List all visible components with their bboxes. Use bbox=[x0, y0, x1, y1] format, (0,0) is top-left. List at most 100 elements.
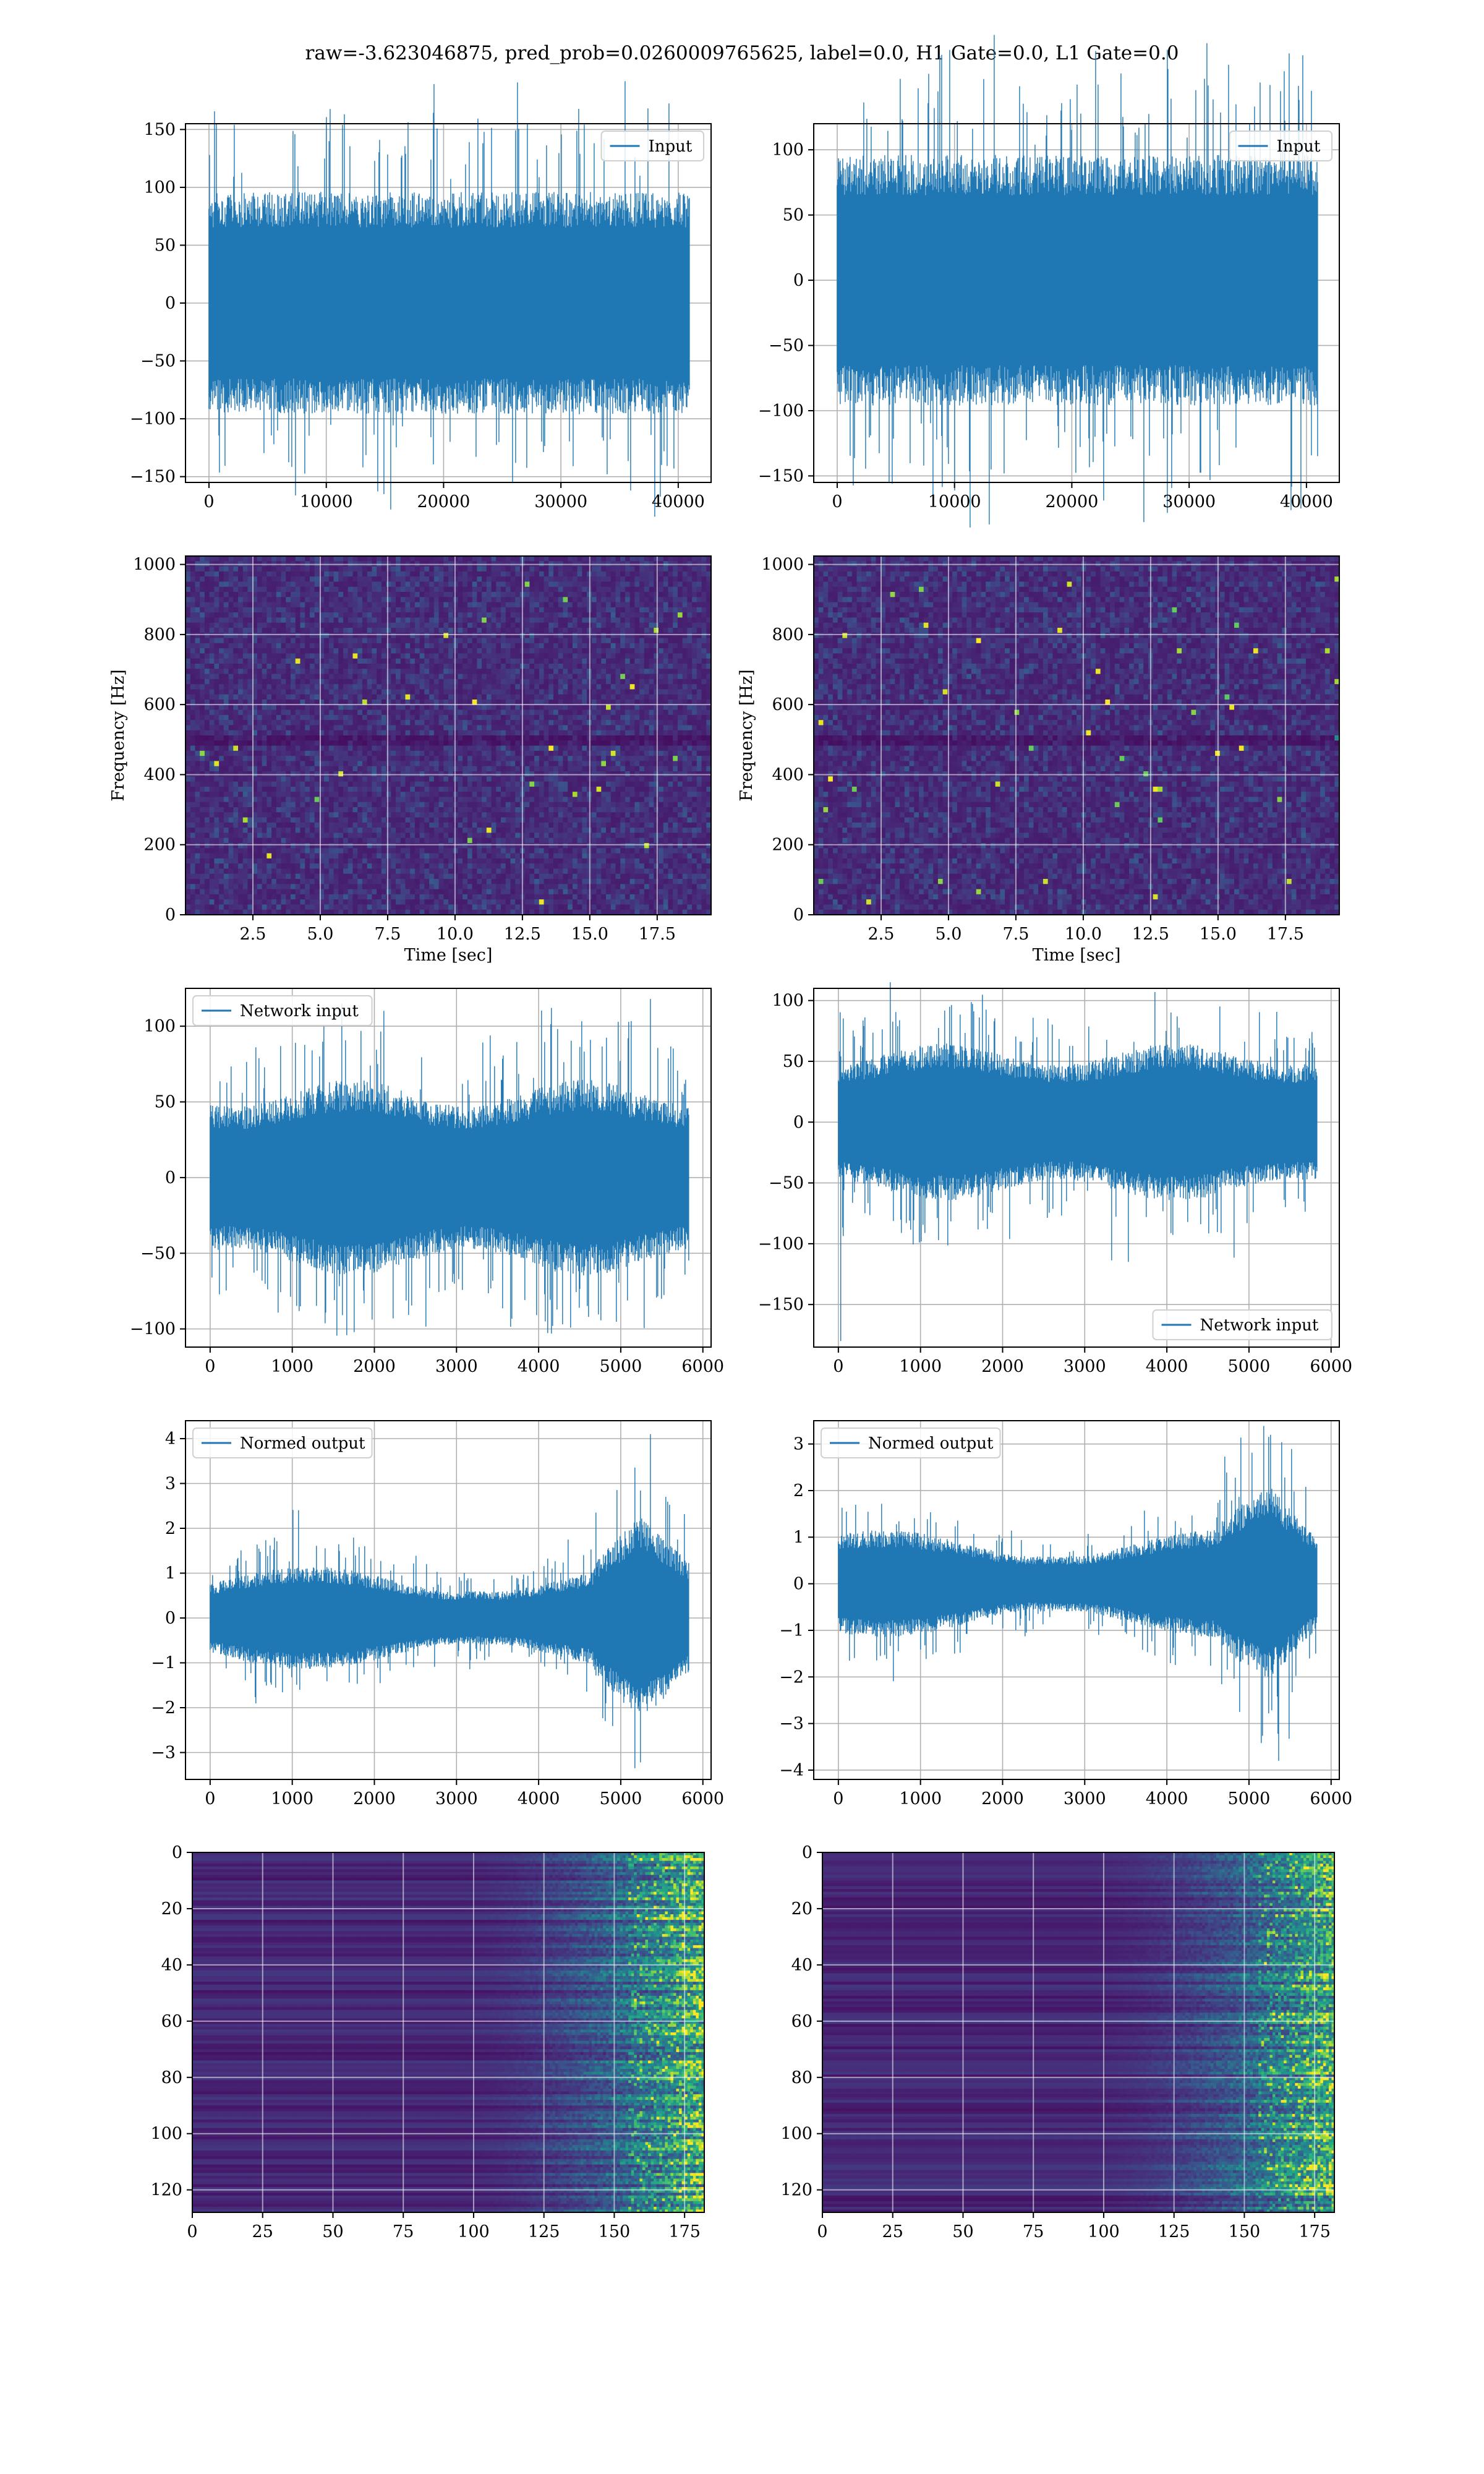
heat-cell bbox=[611, 592, 616, 597]
heat-cell bbox=[663, 556, 668, 562]
heat-cell bbox=[568, 576, 573, 582]
heat-cell bbox=[563, 581, 568, 587]
heat-cell bbox=[578, 576, 582, 582]
heat-cell bbox=[487, 571, 492, 577]
heat-cell bbox=[611, 587, 616, 593]
heat-cell bbox=[396, 581, 401, 587]
heat-cell bbox=[338, 567, 343, 572]
heat-cell bbox=[534, 587, 539, 593]
heat-cell bbox=[233, 587, 238, 593]
heat-cell bbox=[296, 587, 301, 593]
heat-cell bbox=[271, 571, 276, 577]
heat-cell bbox=[276, 567, 281, 572]
heat-cell bbox=[563, 576, 568, 582]
heat-cell bbox=[429, 571, 434, 577]
heat-cell bbox=[338, 597, 343, 602]
heat-cell bbox=[525, 567, 530, 572]
heat-cell bbox=[238, 597, 243, 602]
heat-cell bbox=[329, 556, 334, 562]
heat-cell bbox=[210, 581, 215, 587]
heat-cell bbox=[439, 571, 444, 577]
heat-cell bbox=[420, 556, 425, 562]
heat-cell bbox=[697, 587, 702, 593]
heat-cell bbox=[601, 556, 606, 562]
heat-cell bbox=[496, 597, 501, 602]
heat-cell bbox=[683, 567, 688, 572]
heat-cell bbox=[592, 597, 597, 602]
x-tick-label: 10000 bbox=[300, 492, 353, 511]
heat-cell bbox=[243, 556, 248, 562]
heat-cell bbox=[544, 581, 549, 587]
heat-cell bbox=[467, 592, 472, 597]
heat-cell bbox=[300, 581, 305, 587]
heat-cell bbox=[434, 581, 439, 587]
heat-cell bbox=[702, 592, 707, 597]
heat-cell bbox=[224, 597, 229, 602]
heat-cell bbox=[405, 571, 410, 577]
heat-cell bbox=[615, 571, 620, 577]
heat-cell bbox=[262, 581, 267, 587]
heat-cell bbox=[281, 592, 286, 597]
heat-cell bbox=[334, 571, 339, 577]
heat-cell bbox=[443, 576, 448, 582]
heat-cell bbox=[362, 556, 367, 562]
heat-cell bbox=[472, 556, 477, 562]
heat-cell bbox=[324, 597, 329, 602]
heat-cell bbox=[620, 581, 625, 587]
heat-cell bbox=[386, 581, 391, 587]
heat-cell bbox=[673, 556, 678, 562]
heat-cell bbox=[615, 597, 620, 602]
heat-cell bbox=[553, 592, 558, 597]
heat-cell bbox=[601, 571, 606, 577]
heat-cell bbox=[338, 571, 343, 577]
heat-cell bbox=[210, 567, 215, 572]
heat-cell bbox=[415, 567, 420, 572]
heat-cell bbox=[458, 576, 463, 582]
heat-cell bbox=[276, 576, 281, 582]
heat-cell bbox=[315, 571, 320, 577]
heat-cell bbox=[501, 567, 506, 572]
heat-cell bbox=[463, 556, 467, 562]
heat-cell bbox=[639, 576, 644, 582]
heat-cell bbox=[296, 576, 301, 582]
heat-cell bbox=[396, 567, 401, 572]
heat-cell bbox=[296, 556, 301, 562]
heat-cell bbox=[506, 567, 511, 572]
heat-cell bbox=[205, 567, 210, 572]
heat-cell bbox=[492, 556, 497, 562]
heat-cell bbox=[482, 556, 487, 562]
heat-cell bbox=[501, 597, 506, 602]
heat-cell bbox=[472, 581, 477, 587]
heat-cell bbox=[697, 592, 702, 597]
heat-cell bbox=[367, 567, 372, 572]
heat-cell bbox=[697, 581, 702, 587]
heat-cell bbox=[611, 571, 616, 577]
legend-input-l1: Input bbox=[1230, 131, 1333, 161]
x-tick-label: 0 bbox=[832, 492, 842, 511]
heat-cell bbox=[496, 556, 501, 562]
heat-cell bbox=[482, 581, 487, 587]
heat-cell bbox=[305, 581, 310, 587]
heat-cell bbox=[233, 597, 238, 602]
heat-cell bbox=[434, 576, 439, 582]
heat-cell bbox=[601, 567, 606, 572]
heat-cell bbox=[219, 567, 224, 572]
heat-cell bbox=[262, 571, 267, 577]
heat-cell bbox=[467, 567, 472, 572]
heat-cell bbox=[357, 597, 362, 602]
heat-cell bbox=[382, 587, 386, 593]
heat-cell bbox=[683, 597, 688, 602]
heat-cell bbox=[434, 587, 439, 593]
heat-cell bbox=[625, 556, 630, 562]
heat-cell bbox=[539, 581, 544, 587]
heat-cell bbox=[186, 581, 190, 587]
heat-cell bbox=[420, 587, 425, 593]
heat-cell bbox=[420, 597, 425, 602]
heat-cell bbox=[578, 581, 582, 587]
heat-cell bbox=[367, 556, 372, 562]
heat-cell bbox=[205, 571, 210, 577]
heat-cell bbox=[267, 576, 271, 582]
heat-cell bbox=[606, 576, 611, 582]
heat-cell bbox=[214, 587, 219, 593]
heat-cell bbox=[271, 567, 276, 572]
